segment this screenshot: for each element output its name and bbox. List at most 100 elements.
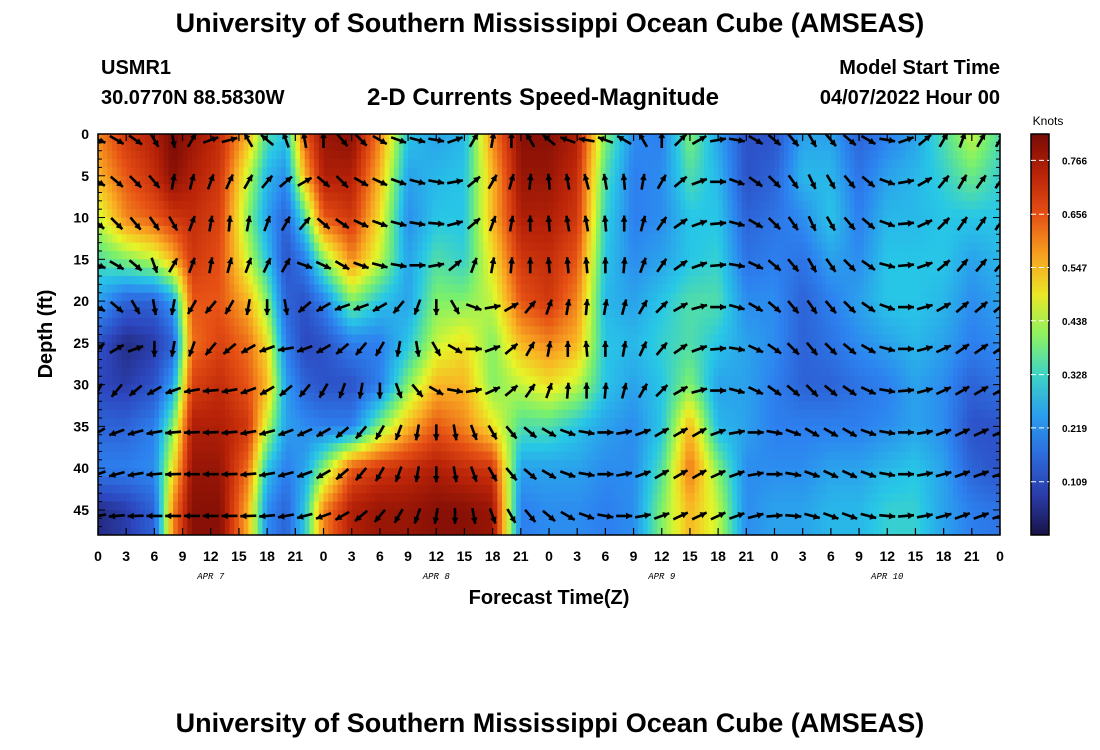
heat-cell — [224, 476, 231, 486]
heat-cell — [234, 509, 240, 519]
heat-cell — [511, 509, 517, 519]
heat-cell — [534, 234, 541, 244]
heat-cell — [177, 309, 184, 319]
heat-cell — [408, 309, 414, 319]
heat-cell — [370, 150, 376, 160]
heat-cell — [285, 459, 292, 469]
heat-cell — [163, 342, 170, 352]
heat-cell — [563, 234, 569, 244]
heat-cell — [224, 518, 231, 528]
heat-cell — [520, 242, 527, 252]
heat-cell — [102, 418, 108, 427]
heat-cell — [243, 392, 249, 402]
heat-cell — [300, 484, 306, 494]
heat-cell — [201, 175, 207, 185]
heat-cell — [342, 418, 348, 427]
heat-cell — [224, 376, 231, 386]
heat-cell — [473, 242, 480, 252]
heat-cell — [365, 426, 372, 436]
heat-cell — [295, 418, 301, 427]
heat-cell — [534, 401, 541, 411]
heat-cell — [384, 284, 390, 294]
heat-cell — [379, 267, 386, 277]
heat-cell — [553, 159, 559, 169]
heat-cell — [520, 342, 527, 352]
heat-cell — [300, 317, 306, 327]
heat-cell — [384, 167, 390, 177]
heat-cell — [126, 443, 132, 453]
heat-cell — [525, 167, 531, 177]
heat-cell — [351, 409, 357, 419]
heat-cell — [328, 384, 334, 394]
heat-cell — [248, 309, 254, 319]
heat-cell — [201, 526, 207, 535]
heat-cell — [370, 493, 376, 503]
heat-cell — [525, 150, 531, 160]
heat-cell — [563, 501, 569, 511]
heat-cell — [440, 192, 447, 202]
heat-cell — [398, 326, 404, 336]
heat-cell — [173, 451, 179, 461]
heat-cell — [323, 217, 329, 227]
heat-cell — [229, 267, 235, 277]
heat-cell — [182, 150, 188, 160]
heat-cell — [276, 418, 282, 427]
heat-cell — [455, 526, 461, 535]
heat-cell — [469, 234, 475, 244]
heat-cell — [285, 209, 292, 219]
heat-cell — [140, 401, 146, 411]
heat-cell — [215, 501, 221, 511]
heat-cell — [342, 443, 348, 453]
heat-cell — [201, 167, 207, 177]
heat-cell — [553, 409, 559, 419]
heat-cell — [361, 334, 367, 344]
heat-cell — [572, 134, 578, 143]
heat-cell — [98, 217, 104, 227]
heat-cell — [206, 401, 212, 411]
heat-cell — [187, 250, 193, 260]
heat-cell — [558, 326, 564, 336]
heat-cell — [403, 284, 409, 294]
heat-cell — [210, 484, 217, 494]
heat-cell — [389, 301, 395, 311]
heat-cell — [375, 418, 381, 427]
heat-cell — [295, 409, 301, 419]
heat-cell — [309, 259, 315, 269]
heat-cell — [332, 326, 339, 336]
heat-cell — [525, 184, 531, 194]
heat-cell — [567, 384, 574, 394]
heat-cell — [379, 518, 386, 528]
heat-cell — [318, 351, 325, 361]
heat-cell — [314, 317, 320, 327]
heat-cell — [534, 418, 541, 427]
heat-cell — [229, 434, 235, 444]
heat-cell — [426, 351, 433, 361]
heat-cell — [492, 426, 498, 436]
heat-cell — [469, 150, 475, 160]
heat-cell — [337, 459, 343, 469]
heat-cell — [567, 150, 574, 160]
heat-cell — [281, 518, 287, 528]
heat-cell — [121, 334, 127, 344]
heat-cell — [422, 175, 428, 185]
heat-cell — [497, 392, 503, 402]
heat-cell — [149, 376, 155, 386]
heat-cell — [511, 434, 517, 444]
heat-cell — [534, 501, 541, 511]
heat-cell — [492, 484, 498, 494]
heat-cell — [314, 401, 320, 411]
heat-cell — [168, 242, 174, 252]
heat-cell — [328, 468, 334, 478]
heat-cell — [159, 501, 165, 511]
heat-cell — [375, 409, 381, 419]
heat-cell — [520, 443, 527, 453]
heat-cell — [121, 401, 127, 411]
heat-cell — [253, 192, 259, 202]
heat-cell — [323, 493, 329, 503]
heat-cell — [290, 250, 296, 260]
heat-cell — [379, 526, 386, 535]
heat-cell — [417, 167, 423, 177]
heat-cell — [492, 493, 498, 503]
heat-cell — [422, 367, 428, 377]
heat-cell — [516, 392, 522, 402]
